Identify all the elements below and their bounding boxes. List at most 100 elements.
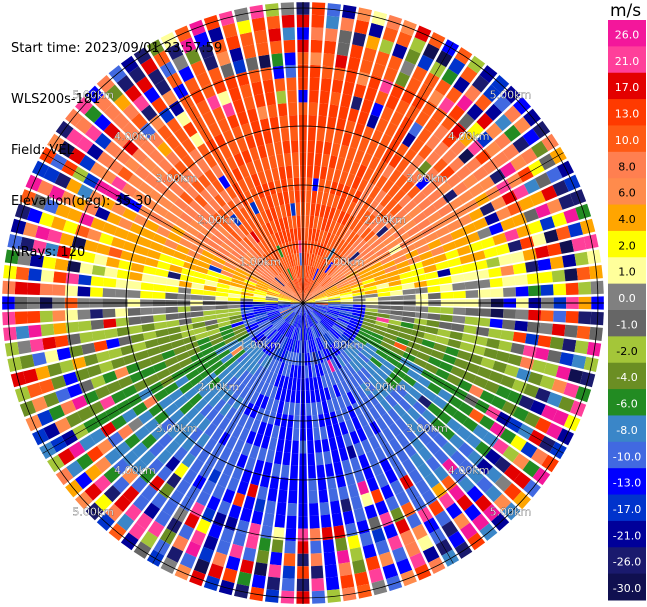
velocity-gate	[245, 534, 259, 550]
ray	[303, 7, 372, 303]
velocity-gate	[148, 132, 164, 148]
velocity-gate	[249, 391, 260, 405]
velocity-gate	[347, 534, 361, 550]
velocity-gate	[306, 165, 314, 178]
range-ring-label: 3.00km	[156, 422, 198, 435]
velocity-gate	[106, 212, 122, 226]
velocity-gate	[282, 565, 295, 579]
velocity-gate	[371, 62, 386, 79]
velocity-gate	[468, 208, 484, 222]
velocity-gate	[323, 387, 332, 401]
velocity-gate	[191, 316, 205, 324]
velocity-gate	[152, 233, 167, 245]
velocity-gate	[130, 459, 147, 476]
velocity-gate	[303, 295, 314, 303]
velocity-gate	[227, 114, 240, 129]
velocity-gate	[173, 345, 187, 356]
velocity-gate	[279, 115, 289, 129]
velocity-gate	[241, 149, 253, 164]
velocity-gate	[406, 225, 421, 237]
velocity-gate	[309, 215, 315, 229]
velocity-gate	[387, 323, 401, 332]
velocity-gate	[364, 86, 378, 102]
velocity-gate	[170, 182, 185, 197]
velocity-gate	[328, 385, 337, 399]
velocity-gate	[387, 408, 401, 422]
velocity-gate	[153, 388, 169, 402]
velocity-gate	[232, 274, 245, 282]
velocity-gate	[140, 282, 154, 291]
velocity-gate	[217, 500, 231, 516]
velocity-gate	[471, 344, 486, 356]
velocity-gate	[264, 423, 274, 437]
ray	[303, 14, 403, 303]
velocity-gate	[350, 282, 363, 289]
velocity-gate	[583, 356, 599, 372]
velocity-gate	[308, 115, 317, 128]
velocity-gate	[278, 306, 291, 310]
velocity-gate	[265, 195, 275, 209]
velocity-gate	[383, 67, 398, 83]
velocity-gate	[418, 446, 433, 462]
velocity-gate	[93, 254, 108, 266]
velocity-gate	[180, 37, 197, 54]
velocity-gate	[282, 27, 295, 41]
velocity-gate	[79, 434, 96, 452]
velocity-gate	[83, 201, 99, 216]
velocity-gate	[236, 352, 249, 364]
velocity-gate	[155, 328, 169, 338]
velocity-gate	[282, 243, 289, 256]
velocity-gate	[342, 433, 353, 448]
velocity-gate	[276, 438, 285, 453]
velocity-gate	[303, 303, 315, 308]
velocity-gate	[308, 102, 318, 116]
velocity-gate	[368, 516, 382, 532]
velocity-gate	[415, 111, 430, 127]
velocity-gate	[364, 504, 378, 520]
velocity-gate	[305, 265, 308, 279]
velocity-gate	[322, 53, 335, 67]
velocity-gate	[200, 227, 214, 239]
velocity-gate	[432, 395, 448, 410]
velocity-gate	[285, 325, 293, 337]
velocity-gate	[375, 539, 390, 556]
velocity-gate	[291, 215, 297, 229]
velocity-gate	[300, 328, 303, 341]
velocity-gate	[212, 78, 227, 95]
velocity-gate	[62, 371, 79, 386]
velocity-gate	[220, 269, 234, 278]
velocity-gate	[422, 43, 440, 60]
velocity-gate	[314, 307, 327, 313]
velocity-gate	[355, 355, 367, 367]
velocity-gate	[346, 445, 357, 460]
velocity-gate	[503, 105, 522, 123]
velocity-gate	[260, 210, 270, 224]
velocity-gate	[246, 108, 259, 123]
velocity-gate	[324, 374, 332, 387]
velocity-gate	[307, 266, 312, 279]
velocity-gate	[249, 362, 261, 376]
velocity-gate	[140, 290, 153, 299]
velocity-gate	[439, 284, 453, 292]
velocity-gate	[388, 319, 402, 326]
velocity-gate	[337, 284, 351, 291]
velocity-gate	[328, 155, 338, 169]
velocity-gate	[312, 310, 323, 320]
velocity-gate	[453, 512, 470, 530]
velocity-gate	[510, 251, 525, 264]
velocity-gate	[152, 361, 167, 373]
velocity-gate	[364, 314, 377, 321]
velocity-gate	[43, 166, 60, 184]
velocity-gate	[309, 77, 320, 91]
velocity-gate	[228, 311, 242, 317]
velocity-gate	[510, 342, 525, 355]
velocity-gate	[310, 390, 316, 403]
ray	[3, 303, 303, 341]
velocity-gate	[190, 306, 203, 312]
velocity-gate	[579, 371, 596, 388]
velocity-gate	[253, 365, 264, 378]
velocity-gate	[179, 274, 194, 282]
velocity-gate	[546, 198, 563, 214]
velocity-gate	[375, 320, 389, 328]
velocity-gate	[274, 374, 282, 387]
